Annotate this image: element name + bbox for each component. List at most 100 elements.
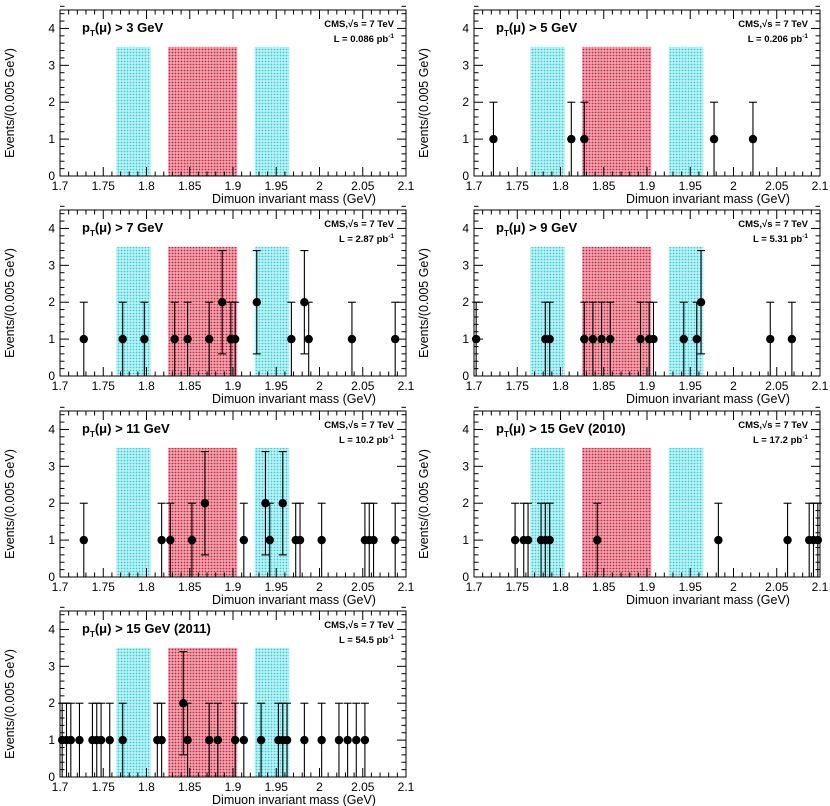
x-tick-label: 2.1 [812,379,829,393]
x-tick-label: 1.85 [178,780,202,794]
y-tick-label: 3 [462,58,469,72]
data-point [230,334,240,344]
x-tick-label: 1.8 [138,179,155,193]
data-point [510,535,520,545]
panel-title: pT(μ) > 7 GeV [82,220,163,238]
y-tick-label: 3 [48,459,55,473]
y-tick-label: 3 [48,258,55,272]
data-point [75,735,84,745]
data-point [79,334,88,344]
luminosity-unit-exp: -1 [388,33,394,40]
x-tick-label: 2.1 [812,179,829,193]
data-point [213,735,223,745]
sideband-region-2 [254,46,290,177]
luminosity-value: L = 17.2 pb [753,435,802,446]
x-tick-label: 1.95 [265,780,289,794]
sideband-region-1 [530,447,565,577]
y-tick-label: 2 [48,95,55,109]
x-tick-label: 1.95 [679,379,703,393]
x-tick-label: 2.1 [398,379,415,393]
y-axis-label: Events/(0.005 GeV) [417,248,431,358]
data-point [230,735,240,745]
data-point [347,334,357,344]
data-point [166,535,175,545]
data-point [66,735,76,745]
x-tick-label: 1.8 [138,780,155,794]
luminosity-value: L = 2.87 pb [339,234,388,245]
luminosity-label: L = 54.5 pb-1 [339,634,394,646]
data-point [239,735,249,745]
x-tick-label: 1.75 [92,780,116,794]
y-tick-label: 4 [462,21,469,35]
x-tick-label: 1.95 [679,179,703,193]
x-tick-label: 2.05 [765,179,789,193]
data-point [714,535,723,545]
x-tick-label: 2.1 [398,780,415,794]
sideband-region-1 [530,46,565,177]
y-tick-label: 1 [48,132,55,146]
cms-label: CMS,√s = 7 TeV [324,19,394,30]
data-point [252,298,261,307]
y-tick-label: 2 [48,295,55,309]
y-tick-label: 0 [462,570,469,584]
data-point [813,535,823,545]
data-point [256,735,266,745]
data-point [545,334,554,344]
panel-title-rest: (μ) > 3 GeV [95,20,164,35]
y-axis-label: Events/(0.005 GeV) [3,48,17,158]
panel-title: pT(μ) > 15 GeV (2011) [82,621,211,639]
data-point [766,334,775,344]
data-point [748,134,758,144]
luminosity-unit-exp: -1 [802,233,808,240]
x-tick-label: 1.9 [639,179,656,193]
signal-region [168,246,238,376]
x-tick-label: 1.95 [265,379,289,393]
x-tick-label: 2.1 [812,580,829,594]
y-tick-label: 0 [48,570,55,584]
y-tick-label: 1 [48,332,55,346]
signal-region [168,447,238,577]
x-tick-label: 1.95 [679,580,703,594]
y-tick-label: 4 [48,221,55,235]
data-point [140,334,149,344]
data-point [118,334,127,344]
x-tick-label: 1.7 [52,580,69,594]
x-tick-label: 2.05 [765,580,789,594]
data-point [523,535,533,545]
x-tick-label: 1.9 [639,580,656,594]
panel-title-sub: T [504,29,509,38]
x-tick-label: 1.75 [506,580,530,594]
data-point [157,535,166,545]
cms-energy: √s = 7 TeV [348,420,395,431]
sideband-region-2 [254,246,290,376]
sideband-region-2 [668,447,704,577]
x-axis-label: Dimuon invariant mass (GeV) [626,392,790,406]
panel-title-sub: T [90,229,95,238]
x-axis-label: Dimuon invariant mass (GeV) [212,593,376,607]
luminosity-unit-exp: -1 [388,233,394,240]
x-axis-label: Dimuon invariant mass (GeV) [212,392,376,406]
y-tick-label: 1 [462,332,469,346]
x-tick-label: 2 [316,580,323,594]
y-tick-label: 3 [462,459,469,473]
x-tick-label: 1.75 [506,179,530,193]
x-tick-label: 1.85 [592,580,616,594]
panel-title: pT(μ) > 9 GeV [496,220,577,238]
data-point [649,334,658,344]
data-point [692,334,701,344]
x-tick-label: 1.8 [138,580,155,594]
luminosity-value: L = 0.206 pb [748,34,803,45]
cms-name: CMS, [738,420,762,431]
panel-title-p: p [496,421,504,436]
data-point [783,535,792,545]
data-point [265,535,274,545]
cms-label: CMS,√s = 7 TeV [324,219,394,230]
luminosity-unit-exp: -1 [802,434,808,441]
data-point [278,499,287,508]
x-tick-label: 1.7 [52,179,69,193]
data-point [118,735,127,745]
sideband-region-2 [668,246,704,376]
cms-label: CMS,√s = 7 TeV [324,420,394,431]
data-point [588,334,598,344]
